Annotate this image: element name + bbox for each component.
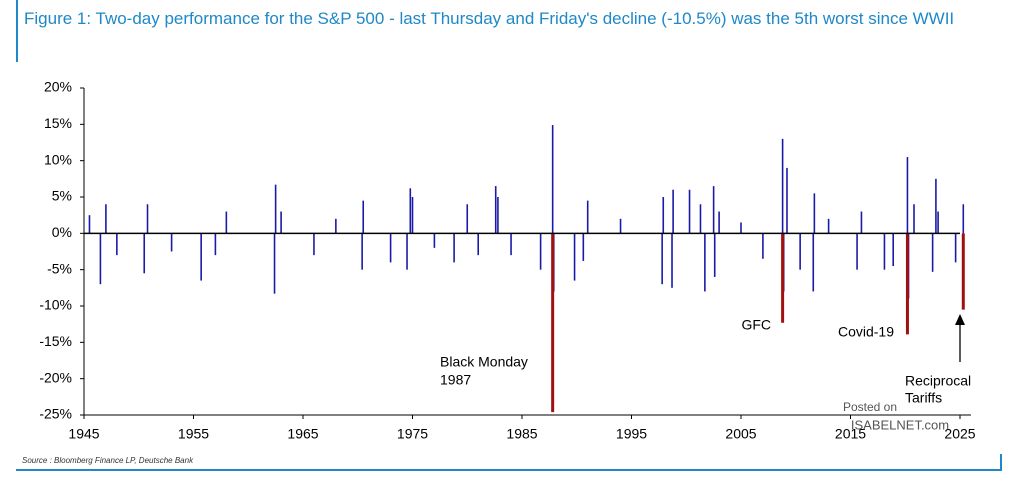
x-tick-label: 1995 xyxy=(616,426,647,442)
source: Source : Bloomberg Finance LP, Deutsche … xyxy=(22,456,194,465)
annotation: Covid-19 xyxy=(838,324,894,340)
watermark: Posted on xyxy=(843,400,897,414)
x-tick-label: 1955 xyxy=(178,426,209,442)
y-tick-label: -20% xyxy=(39,369,72,385)
y-tick-label: 20% xyxy=(44,79,72,95)
x-tick-label: 1945 xyxy=(68,426,99,442)
chart-title: Figure 1: Two-day performance for the S&… xyxy=(24,9,955,28)
y-tick-label: 5% xyxy=(52,188,72,204)
y-tick-label: -15% xyxy=(39,333,72,349)
y-tick-label: -10% xyxy=(39,297,72,313)
frame-bottom xyxy=(16,469,1002,471)
x-tick-label: 2005 xyxy=(725,426,756,442)
arrow-head xyxy=(955,314,965,325)
annotation: Reciprocal xyxy=(905,373,971,389)
y-tick-label: -5% xyxy=(47,260,72,276)
title-box: Figure 1: Two-day performance for the S&… xyxy=(24,9,955,28)
y-tick-label: 0% xyxy=(52,224,72,240)
y-tick-label: 15% xyxy=(44,115,72,131)
annotation: Tariffs xyxy=(905,390,942,406)
frame-right xyxy=(1000,454,1002,471)
annotation: GFC xyxy=(741,317,771,333)
watermark: ISABELNET.com xyxy=(851,417,949,432)
x-tick-label: 1985 xyxy=(506,426,537,442)
y-tick-label: -25% xyxy=(39,406,72,422)
frame-left xyxy=(16,0,18,62)
y-tick-label: 10% xyxy=(44,151,72,167)
x-tick-label: 2015 xyxy=(835,426,866,442)
x-tick-label: 2025 xyxy=(944,426,975,442)
annotation: Black Monday xyxy=(440,354,528,370)
x-tick-label: 1965 xyxy=(287,426,318,442)
annotation: 1987 xyxy=(440,372,471,388)
x-tick-label: 1975 xyxy=(397,426,428,442)
